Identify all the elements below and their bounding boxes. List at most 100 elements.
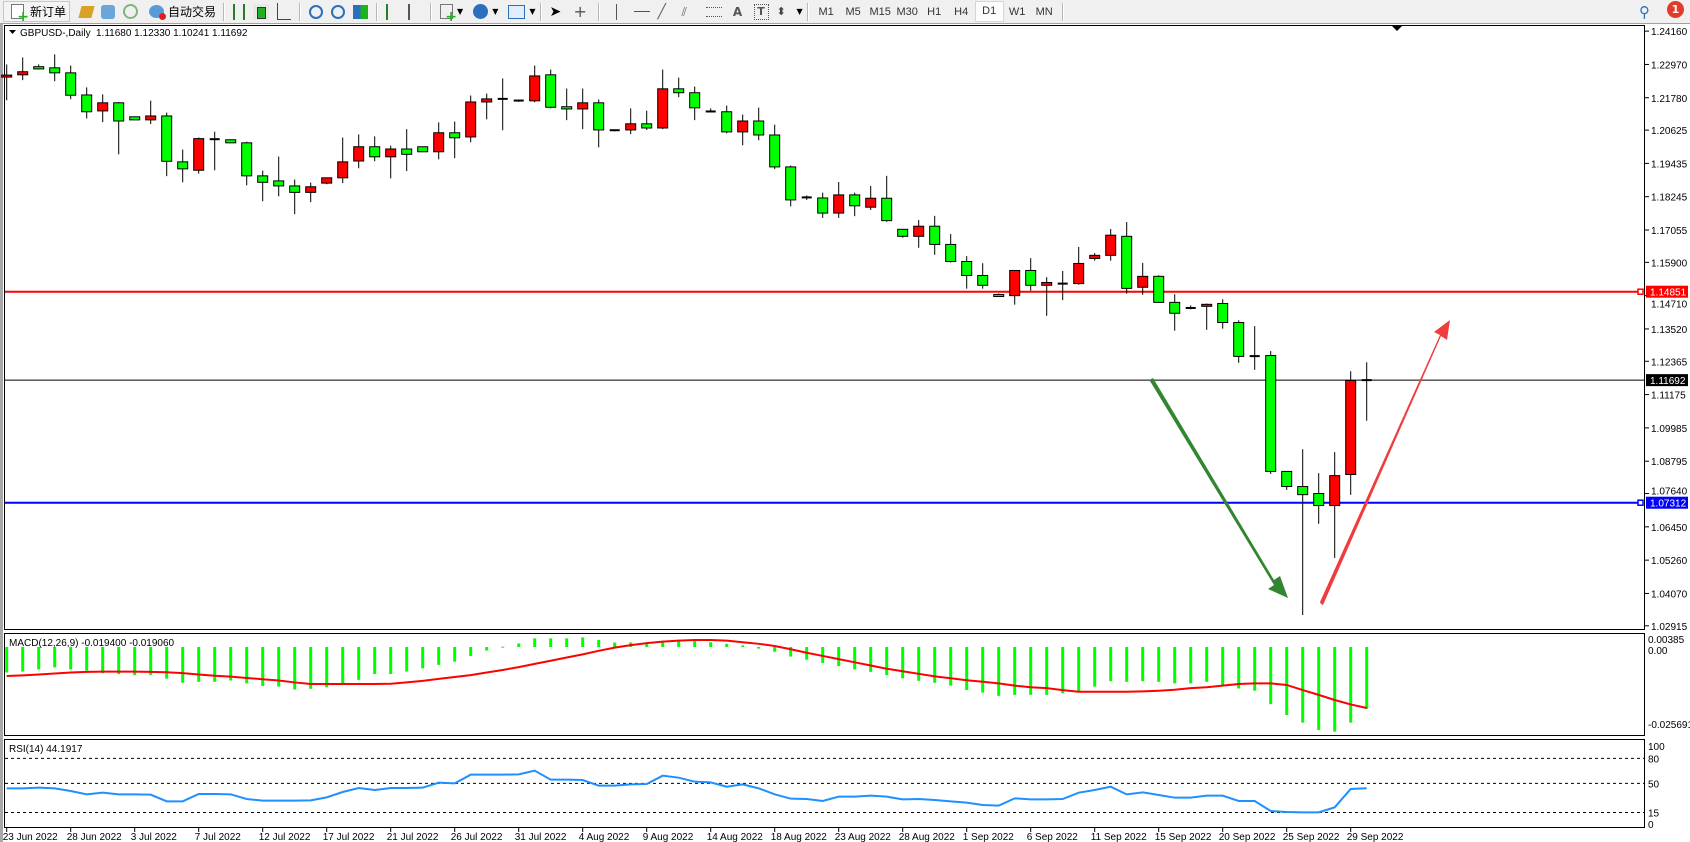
candle (593, 99, 605, 148)
chart-shift-marker[interactable] (1392, 26, 1402, 31)
chart-shift-icon[interactable] (386, 3, 400, 20)
line-chart-icon[interactable] (277, 3, 292, 20)
candle-body-bear (1217, 302, 1229, 324)
date-tick-label: 6 Sep 2022 (1027, 832, 1079, 842)
crosshair-icon[interactable]: + (573, 1, 587, 21)
horizontal-line-handle[interactable] (1637, 499, 1644, 506)
candle-body-bull (577, 102, 589, 110)
text-label-icon[interactable]: T (753, 3, 769, 20)
indicators-icon[interactable]: + (440, 4, 457, 24)
search-icon[interactable]: ⚲ (1639, 2, 1650, 21)
auto-trading-button[interactable]: 自动交易 (142, 1, 219, 22)
macd-histogram-bar (85, 647, 89, 671)
price-tick-label: 1.18245 (1651, 193, 1688, 204)
new-order-button[interactable]: + 新订单 (3, 1, 71, 24)
date-tick-label: 26 Jul 2022 (451, 832, 503, 842)
candle-body-bear (257, 175, 269, 183)
candle-body-bear (225, 139, 237, 144)
toolbar-separator (597, 2, 600, 21)
notification-badge[interactable]: 1 (1667, 1, 1684, 18)
equidistant-channel-icon[interactable]: ⫽ (681, 4, 687, 19)
macd-histogram-bar (677, 640, 681, 647)
horizontal-line-icon[interactable] (633, 10, 650, 13)
macd-histogram-bar (181, 647, 185, 683)
candle (801, 195, 812, 200)
candle-body-bull (1009, 269, 1021, 297)
timeframe-h4[interactable]: H4 (954, 5, 969, 18)
fibonacci-icon[interactable] (705, 6, 722, 17)
macd-histogram-bar (53, 647, 57, 668)
macd-histogram-bar (21, 647, 25, 672)
candle (1057, 271, 1068, 301)
toolbar-separator (376, 2, 379, 21)
text-icon[interactable]: A (732, 4, 743, 19)
candle (353, 134, 365, 169)
candle (65, 65, 77, 100)
trendline-icon[interactable]: ╱ (657, 3, 666, 20)
macd-histogram-bar (357, 647, 361, 680)
date-tick-label: 7 Jul 2022 (195, 832, 242, 842)
macd-histogram-bar (1141, 647, 1145, 682)
candle-body-bear (369, 146, 381, 158)
candle-body-bear (881, 197, 893, 222)
symbol-dropdown-icon[interactable] (9, 30, 16, 34)
candle-body-bear (1121, 235, 1133, 289)
candle-body-bear (449, 132, 461, 139)
zoom-out-icon[interactable] (331, 4, 346, 19)
timeframe-mn[interactable]: MN (1035, 5, 1053, 18)
candle-body-bear (769, 134, 781, 168)
periodicity-dropdown-icon[interactable]: ▼ (492, 7, 499, 16)
horizontal-line-handle[interactable] (1637, 288, 1644, 295)
zoom-in-icon[interactable] (309, 4, 324, 19)
timeframe-m1[interactable]: M1 (818, 5, 834, 18)
price-tick-label: 1.19435 (1651, 159, 1688, 170)
macd-histogram-bar (1333, 647, 1337, 732)
candle-body-bear (289, 185, 301, 193)
date-tick-label: 1 Sep 2022 (963, 832, 1015, 842)
cursor-icon[interactable]: ➤ (549, 3, 562, 20)
arrows-icon[interactable]: ⬍ (776, 4, 786, 18)
signals-icon[interactable] (123, 4, 139, 19)
macd-histogram-bar (405, 647, 409, 672)
macd-histogram-bar (1125, 647, 1129, 682)
arrows-dropdown-icon[interactable]: ▼ (796, 7, 803, 16)
indicators-dropdown-icon[interactable]: ▼ (457, 7, 464, 16)
up-arrow-annotation[interactable] (1320, 320, 1450, 605)
timeframe-h1[interactable]: H1 (927, 5, 942, 18)
candle (529, 65, 541, 103)
new-order-icon: + (11, 4, 29, 24)
candle (657, 69, 669, 130)
macd-signal-line (6, 638, 1367, 709)
price-tick-label: 1.24160 (1651, 27, 1688, 38)
navigator-icon[interactable] (101, 4, 116, 19)
candle-body-bear (49, 67, 61, 74)
down-arrow-annotation[interactable] (1150, 378, 1288, 598)
timeframe-m5[interactable]: M5 (845, 5, 861, 18)
candle (33, 64, 45, 70)
autoscroll-icon[interactable] (408, 3, 422, 20)
macd-histogram-bar (293, 647, 297, 690)
candle-body-bull (1105, 234, 1117, 256)
periodicity-icon[interactable] (473, 4, 489, 19)
candle-body-bear (817, 197, 829, 214)
templates-icon[interactable] (508, 4, 526, 19)
macd-histogram-bar (37, 647, 41, 670)
bar-chart-icon[interactable] (233, 3, 246, 20)
timeframe-m15[interactable]: M15 (869, 5, 891, 18)
candle (1297, 449, 1309, 616)
timeframe-d1[interactable]: D1 (974, 1, 1004, 22)
macd-histogram-bar (1157, 647, 1161, 682)
timeframe-m30[interactable]: M30 (896, 5, 918, 18)
macd-histogram-bar (597, 639, 601, 647)
timeframe-w1[interactable]: W1 (1008, 5, 1026, 18)
candle (1105, 229, 1117, 261)
tile-windows-icon[interactable] (353, 4, 369, 19)
candle-body-bull (465, 101, 477, 138)
macd-histogram-bar (869, 647, 873, 672)
candlestick-icon[interactable] (253, 3, 270, 20)
vertical-line-icon[interactable] (615, 3, 618, 20)
candle-body-bull (1201, 303, 1213, 307)
macd-histogram-bar (981, 647, 985, 693)
templates-dropdown-icon[interactable]: ▼ (529, 7, 536, 16)
